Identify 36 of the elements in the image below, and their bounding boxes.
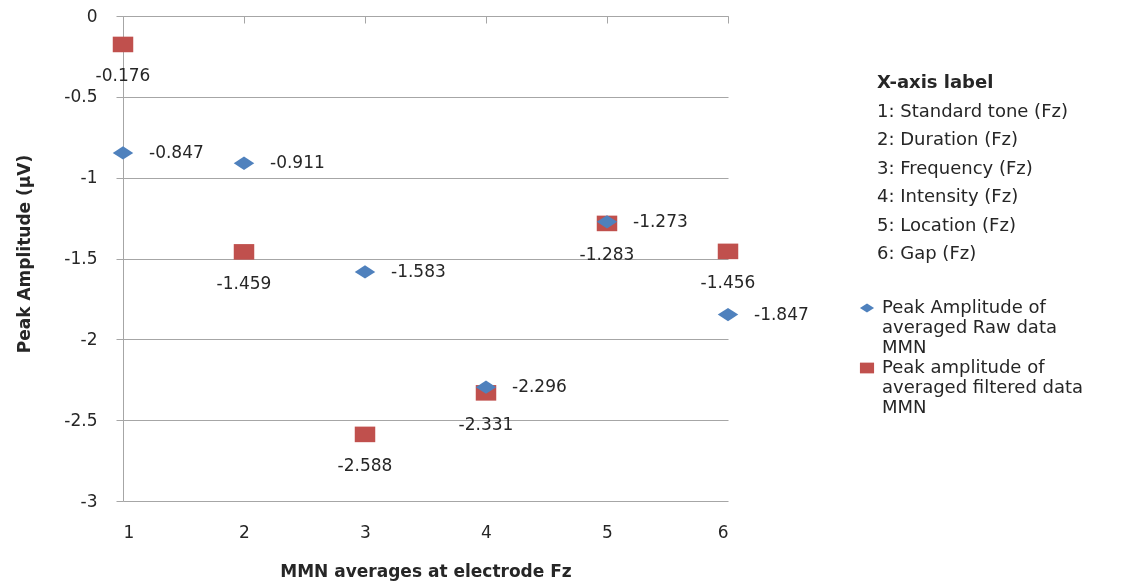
data-label: -0.847 — [149, 141, 204, 162]
x-tick-label: 4 — [481, 521, 492, 542]
text: 1: Standard tone (Fz) — [877, 98, 1068, 123]
legend-label: Peak amplitude of averaged filtered data MMN — [882, 356, 1084, 417]
text: 3: Frequency (Fz) — [877, 155, 1034, 180]
x-tick-label: 5 — [602, 521, 613, 542]
x-tick-label: 6 — [717, 521, 729, 542]
y-tick-label: -2 — [80, 328, 98, 349]
text: 2: Duration (Fz) — [877, 127, 1019, 151]
data-label: -2.331 — [458, 413, 514, 434]
legend-label: Peak Amplitude of averaged Raw data MMN — [882, 296, 1057, 357]
y-tick-label: -1 — [80, 167, 98, 188]
text: 5: Location (Fz) — [877, 212, 1017, 237]
text: X-axis label — [877, 70, 995, 94]
y-tick-label: -3 — [80, 490, 98, 511]
data-label: -1.583 — [391, 260, 446, 281]
y-tick-label: -1.5 — [64, 248, 98, 268]
data-label: -1.456 — [700, 272, 756, 293]
y-axis-title: Peak Amplitude (µV) — [13, 154, 34, 354]
data-label: -2.296 — [512, 376, 567, 397]
data-label: -1.273 — [633, 210, 688, 231]
y-tick-label: -0.5 — [64, 86, 98, 107]
x-tick-label: 1 — [123, 521, 135, 542]
x-axis-title: MMN averages at electrode Fz — [280, 560, 572, 581]
text: 4: Intensity (Fz) — [877, 184, 1020, 208]
data-label: -1.283 — [579, 244, 635, 265]
text: 6: Gap (Fz) — [877, 241, 978, 265]
data-label: -0.911 — [270, 152, 325, 173]
y-tick-label: 0 — [86, 5, 98, 26]
y-tick-label: -2.5 — [64, 409, 98, 430]
x-tick-label: 3 — [360, 521, 371, 542]
data-label: -0.176 — [95, 65, 151, 86]
data-label: -1.847 — [754, 303, 809, 324]
data-label: -2.588 — [337, 455, 393, 476]
x-tick-label: 2 — [239, 521, 250, 542]
data-label: -1.459 — [216, 272, 272, 293]
